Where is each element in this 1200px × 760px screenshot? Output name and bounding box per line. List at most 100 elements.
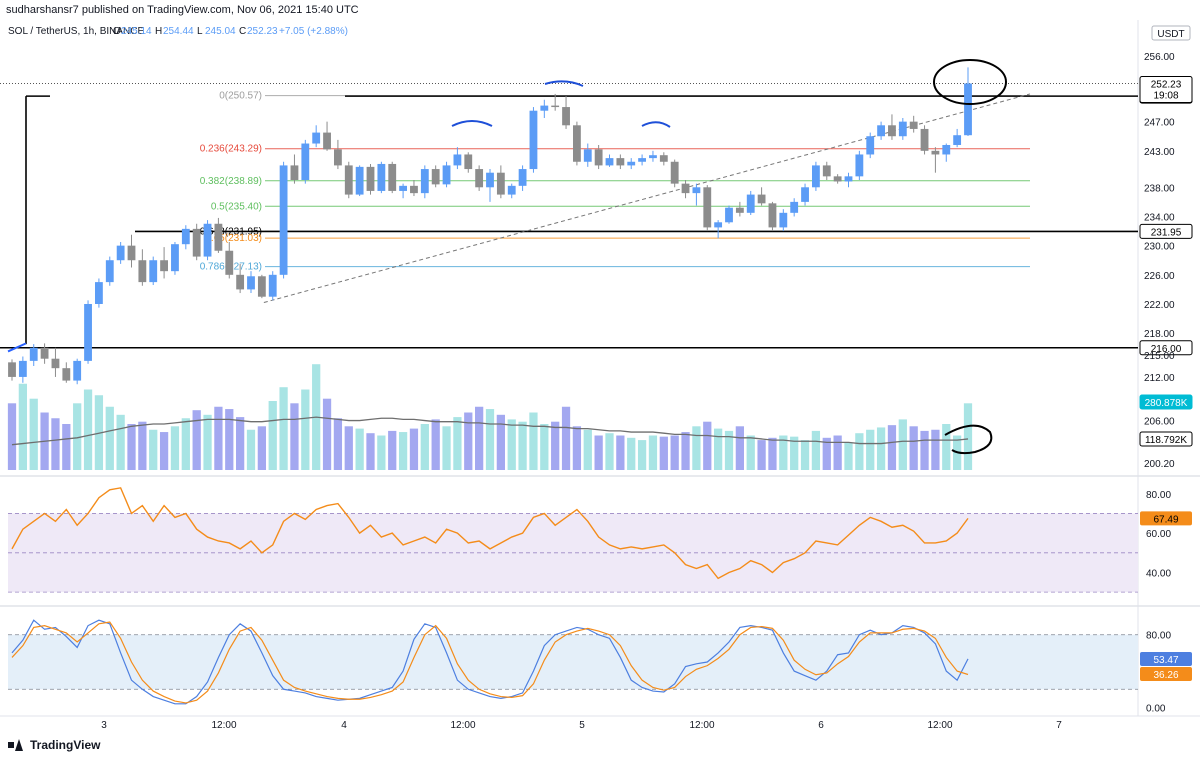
stoch-value-tag [1140, 667, 1192, 681]
ohlc-label: C [239, 26, 246, 37]
volume-bar [898, 419, 907, 470]
candle-body [344, 165, 353, 195]
candle-body [627, 161, 636, 166]
volume-bar [246, 429, 256, 470]
candle-body [73, 360, 82, 381]
volume-bar [83, 389, 93, 470]
volume-bar [29, 398, 38, 470]
stoch-k-line [11, 619, 969, 705]
volume-bar [529, 412, 538, 470]
volume-bar [768, 437, 777, 470]
volume-ma-line [11, 416, 969, 446]
candle-body [790, 201, 799, 213]
time-tick-label: 5 [579, 720, 585, 731]
ohlc-label: O [113, 26, 121, 37]
price-tick-label: 212.00 [1144, 373, 1175, 384]
volume-bar [159, 432, 169, 470]
price-tick-label: 256.00 [1144, 52, 1175, 63]
price-tick-label: 230.00 [1144, 242, 1175, 253]
price-tick-label: 243.00 [1144, 147, 1175, 158]
volume-bar [398, 432, 408, 470]
volume-bar [409, 428, 419, 470]
candle-body [594, 149, 603, 166]
candle-body [551, 105, 560, 108]
fib-level-label: 0.382(238.89) [200, 176, 262, 187]
hand-drawn-arc [544, 80, 584, 87]
volume-bar [420, 424, 429, 470]
volume-bar [627, 437, 636, 470]
candle-body [768, 203, 777, 228]
volume-bar [225, 409, 234, 470]
candle-body [116, 245, 125, 261]
volume-bar [62, 424, 71, 470]
volume-bar [963, 403, 973, 470]
candle-body [942, 144, 951, 155]
price-tick-label: 226.00 [1144, 271, 1175, 282]
candle-body [388, 163, 397, 191]
volume-bar [464, 412, 473, 470]
candle-body [453, 154, 462, 166]
volume-bar [355, 428, 364, 470]
candle-body [420, 169, 429, 194]
candle-body [572, 125, 581, 162]
candle-body [29, 347, 38, 361]
volume-bar [779, 435, 788, 470]
chart-title: SOL / TetherUS, 1h, BINANCE [8, 26, 144, 37]
candle-body [801, 187, 809, 202]
candle-body [833, 176, 842, 182]
hand-drawn-arc [641, 121, 671, 128]
candle-body [431, 169, 440, 185]
candle-body [138, 260, 147, 283]
hand-drawn-curve [944, 424, 993, 455]
rsi-tick-label: 80.00 [1146, 490, 1171, 501]
volume-bar [203, 414, 212, 470]
time-tick-label: 7 [1056, 720, 1062, 731]
candle-body [735, 207, 744, 213]
drawn-trend-stub [7, 342, 27, 353]
volume-bar [301, 389, 310, 470]
ohlc-value: 245.14 [121, 26, 152, 37]
time-tick-label: 12:00 [450, 720, 475, 731]
price-change: +7.05 (+2.88%) [279, 26, 348, 37]
volume-bar [844, 442, 853, 470]
candle-body [442, 165, 451, 185]
tradingview-logo-icon [8, 739, 24, 751]
volume-tag [1139, 431, 1193, 447]
volume-bar [127, 424, 136, 470]
candle-body [583, 149, 592, 162]
candle-body [279, 165, 288, 275]
volume-bar [931, 429, 940, 470]
candle-body [757, 194, 766, 204]
volume-bar [73, 403, 82, 470]
volume-bar [942, 424, 951, 470]
ohlc-label: L [197, 26, 203, 37]
last-price-countdown: 19:08 [1153, 90, 1178, 101]
candle-body [779, 212, 788, 228]
volume-bar [714, 428, 723, 470]
candle-body [127, 245, 136, 261]
candle-body [822, 165, 831, 177]
candle-body [236, 274, 245, 290]
price-tick-label: 222.00 [1144, 300, 1175, 311]
candle-body [203, 223, 212, 257]
candle-body [692, 187, 701, 194]
volume-bar [735, 426, 744, 470]
candle-body [40, 347, 49, 359]
candle-body [84, 303, 92, 361]
candle-body [529, 110, 538, 170]
candle-body [192, 228, 201, 257]
volume-tag [1139, 394, 1193, 410]
currency-badge [1151, 25, 1191, 41]
time-tick-label: 12:00 [689, 720, 714, 731]
candle-body [312, 132, 321, 144]
volume-bar [18, 383, 27, 470]
volume-bar [507, 419, 516, 470]
candle-body [659, 155, 668, 162]
hand-drawn-circle [933, 59, 1007, 105]
volume-bar [268, 401, 277, 470]
volume-bar [703, 421, 712, 470]
level-price-tag [1139, 340, 1193, 356]
volume-bar [540, 424, 549, 470]
volume-bar [149, 429, 158, 470]
